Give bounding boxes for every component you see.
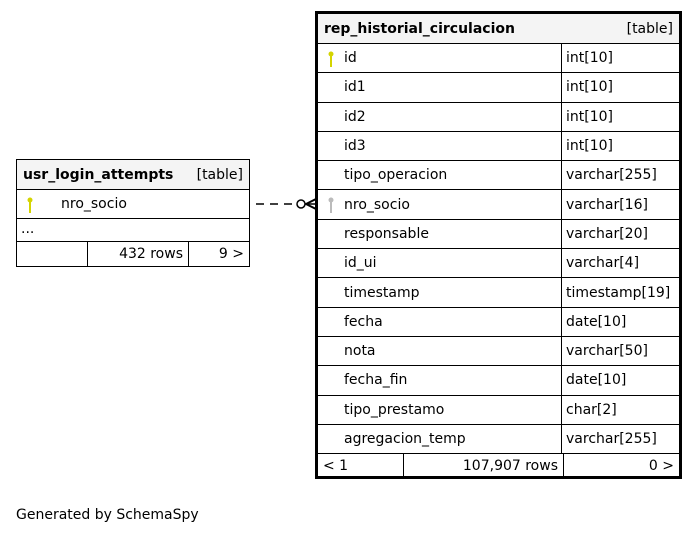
column-type: timestamp[19]: [561, 278, 679, 307]
table-name: usr_login_attempts: [23, 166, 174, 183]
more-columns: ...: [17, 219, 249, 243]
generated-by-footer: Generated by SchemaSpy: [16, 507, 199, 523]
table-type: [table]: [196, 166, 243, 183]
column-row: timestamp timestamp[19]: [318, 278, 679, 308]
column-type: int[10]: [561, 131, 679, 161]
foreign-key-icon: [328, 197, 334, 214]
column-name: responsable: [344, 225, 429, 242]
column-name: agregacion_temp: [344, 431, 466, 447]
table-footer: < 1 107,907 rows 0 >: [318, 454, 679, 479]
table-name: rep_historial_circulacion: [324, 20, 515, 37]
column-row: id3 int[10]: [318, 131, 679, 162]
column-row: tipo_operacion varchar[255]: [318, 161, 679, 191]
column-row: id2 int[10]: [318, 102, 679, 132]
primary-key-icon: [27, 197, 33, 213]
column-name: fecha: [344, 313, 383, 330]
column-type: varchar[255]: [561, 161, 679, 190]
row-count: 432 rows: [88, 242, 189, 267]
column-row: nro_socio varchar[16]: [318, 190, 679, 220]
table-type: [table]: [626, 20, 673, 37]
table-usr-login-attempts[interactable]: usr_login_attempts [table] nro_socio ... …: [16, 159, 250, 267]
column-row: agregacion_temp varchar[255]: [318, 424, 679, 455]
column-name: nro_socio: [344, 196, 410, 213]
column-type: varchar[50]: [561, 336, 679, 366]
column-name: id_ui: [344, 255, 377, 272]
table-header: usr_login_attempts [table]: [17, 160, 249, 190]
column-row: responsable varchar[20]: [318, 219, 679, 250]
column-name: tipo_operacion: [344, 167, 448, 184]
column-name: nota: [344, 343, 376, 360]
column-row: nro_socio: [17, 190, 249, 220]
column-type: varchar[255]: [561, 424, 679, 454]
column-name: nro_socio: [61, 196, 127, 213]
primary-key-icon: [328, 51, 334, 67]
column-row: id int[10]: [318, 44, 679, 74]
column-type: int[10]: [561, 73, 679, 102]
column-type: char[2]: [561, 395, 679, 424]
column-name: fecha_fin: [344, 372, 408, 389]
column-name: id3: [344, 138, 366, 155]
table-footer: 432 rows 9 >: [17, 242, 249, 267]
column-name: id: [344, 50, 357, 67]
relationship-connector: [256, 198, 317, 210]
column-name: tipo_prestamo: [344, 401, 445, 418]
next-link[interactable]: 0 >: [648, 458, 674, 475]
column-row: nota varchar[50]: [318, 336, 679, 367]
table-header: rep_historial_circulacion [table]: [318, 14, 679, 44]
row-count: 107,907 rows: [404, 454, 564, 479]
column-type: int[10]: [561, 44, 679, 73]
column-row: tipo_prestamo char[2]: [318, 395, 679, 425]
next-link[interactable]: 9 >: [218, 246, 244, 263]
column-row: fecha_fin date[10]: [318, 366, 679, 396]
column-type: int[10]: [561, 102, 679, 131]
column-row: id_ui varchar[4]: [318, 249, 679, 279]
prev-link[interactable]: < 1: [318, 454, 404, 479]
column-row: id1 int[10]: [318, 73, 679, 103]
column-type: date[10]: [561, 366, 679, 395]
column-row: fecha date[10]: [318, 307, 679, 337]
column-name: id2: [344, 108, 366, 125]
column-name: timestamp: [344, 284, 420, 301]
column-type: varchar[16]: [561, 190, 679, 219]
column-name: id1: [344, 79, 366, 96]
column-type: varchar[20]: [561, 219, 679, 249]
column-type: varchar[4]: [561, 249, 679, 278]
table-rep-historial-circulacion[interactable]: rep_historial_circulacion [table] id int[1…: [315, 11, 682, 479]
column-type: date[10]: [561, 307, 679, 336]
